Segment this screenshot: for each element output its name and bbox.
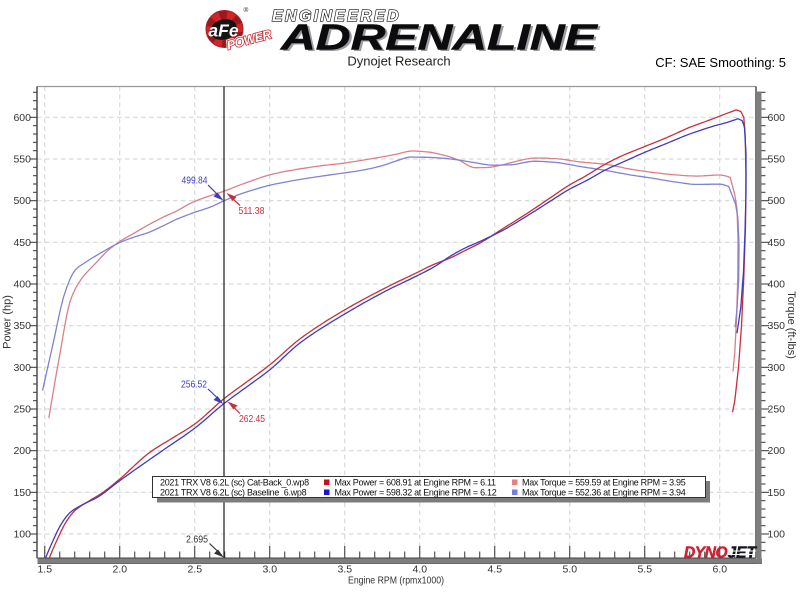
svg-text:100: 100 xyxy=(13,529,31,541)
svg-text:499.84: 499.84 xyxy=(182,175,208,187)
svg-text:ENGINEERED: ENGINEERED xyxy=(272,8,401,25)
svg-text:Power (hp): Power (hp) xyxy=(2,295,14,349)
svg-text:400: 400 xyxy=(768,279,786,291)
svg-text:1.5: 1.5 xyxy=(37,564,52,576)
svg-text:ADRENALINE: ADRENALINE xyxy=(280,18,599,58)
svg-text:2.0: 2.0 xyxy=(112,564,127,576)
svg-text:256.52: 256.52 xyxy=(181,379,207,391)
svg-text:450: 450 xyxy=(768,237,786,249)
svg-text:450: 450 xyxy=(13,237,31,249)
svg-text:600: 600 xyxy=(13,112,31,124)
svg-text:aFe: aFe xyxy=(208,21,238,41)
svg-text:2.5: 2.5 xyxy=(187,564,202,576)
svg-text:250: 250 xyxy=(768,404,786,416)
svg-text:CF: SAE Smoothing: 5: CF: SAE Smoothing: 5 xyxy=(655,55,786,70)
svg-text:150: 150 xyxy=(768,487,786,499)
svg-text:3.0: 3.0 xyxy=(262,564,277,576)
svg-text:6.0: 6.0 xyxy=(712,564,727,576)
svg-text:ADRENALINE: ADRENALINE xyxy=(282,19,601,59)
svg-text:4.5: 4.5 xyxy=(487,564,502,576)
svg-text:200: 200 xyxy=(768,445,786,457)
svg-text:200: 200 xyxy=(13,445,31,457)
svg-text:3.5: 3.5 xyxy=(337,564,352,576)
svg-text:®: ® xyxy=(244,6,249,14)
svg-text:Torque (ft-lbs): Torque (ft-lbs) xyxy=(785,291,797,359)
svg-text:250: 250 xyxy=(13,404,31,416)
svg-text:300: 300 xyxy=(13,362,31,374)
svg-text:DYNO: DYNO xyxy=(684,545,728,562)
svg-text:400: 400 xyxy=(13,279,31,291)
svg-text:550: 550 xyxy=(13,154,31,166)
svg-text:511.38: 511.38 xyxy=(239,205,265,217)
svg-text:2.695: 2.695 xyxy=(186,534,208,546)
svg-text:500: 500 xyxy=(13,195,31,207)
svg-text:100: 100 xyxy=(768,529,786,541)
svg-text:500: 500 xyxy=(768,195,786,207)
svg-text:350: 350 xyxy=(13,320,31,332)
svg-text:4.0: 4.0 xyxy=(412,564,427,576)
svg-text:5.5: 5.5 xyxy=(637,564,652,576)
svg-text:JET: JET xyxy=(728,545,758,562)
svg-text:300: 300 xyxy=(768,362,786,374)
svg-text:150: 150 xyxy=(13,487,31,499)
svg-text:350: 350 xyxy=(768,320,786,332)
svg-text:5.0: 5.0 xyxy=(562,564,577,576)
svg-text:Max Torque = 552.36 at Engine: Max Torque = 552.36 at Engine RPM = 3.94 xyxy=(522,488,686,498)
svg-text:2021 TRX V8 6.2L (sc) Cat-Back: 2021 TRX V8 6.2L (sc) Cat-Back_0.wp8 xyxy=(160,478,309,488)
svg-text:Max Torque = 559.59 at Engine: Max Torque = 559.59 at Engine RPM = 3.95 xyxy=(522,478,686,488)
svg-text:2021 TRX V8 6.2L (sc) Baseline: 2021 TRX V8 6.2L (sc) Baseline_6.wp8 xyxy=(160,488,307,498)
svg-text:Dynojet Research: Dynojet Research xyxy=(347,54,450,69)
svg-text:600: 600 xyxy=(768,112,786,124)
svg-text:Max Power = 608.91 at Engine R: Max Power = 608.91 at Engine RPM = 6.11 xyxy=(335,478,497,488)
svg-text:Engine RPM (rpmx1000): Engine RPM (rpmx1000) xyxy=(348,575,444,587)
svg-text:Max Power = 598.32 at Engine R: Max Power = 598.32 at Engine RPM = 6.12 xyxy=(335,488,497,498)
svg-text:262.45: 262.45 xyxy=(239,413,265,425)
svg-text:550: 550 xyxy=(768,154,786,166)
